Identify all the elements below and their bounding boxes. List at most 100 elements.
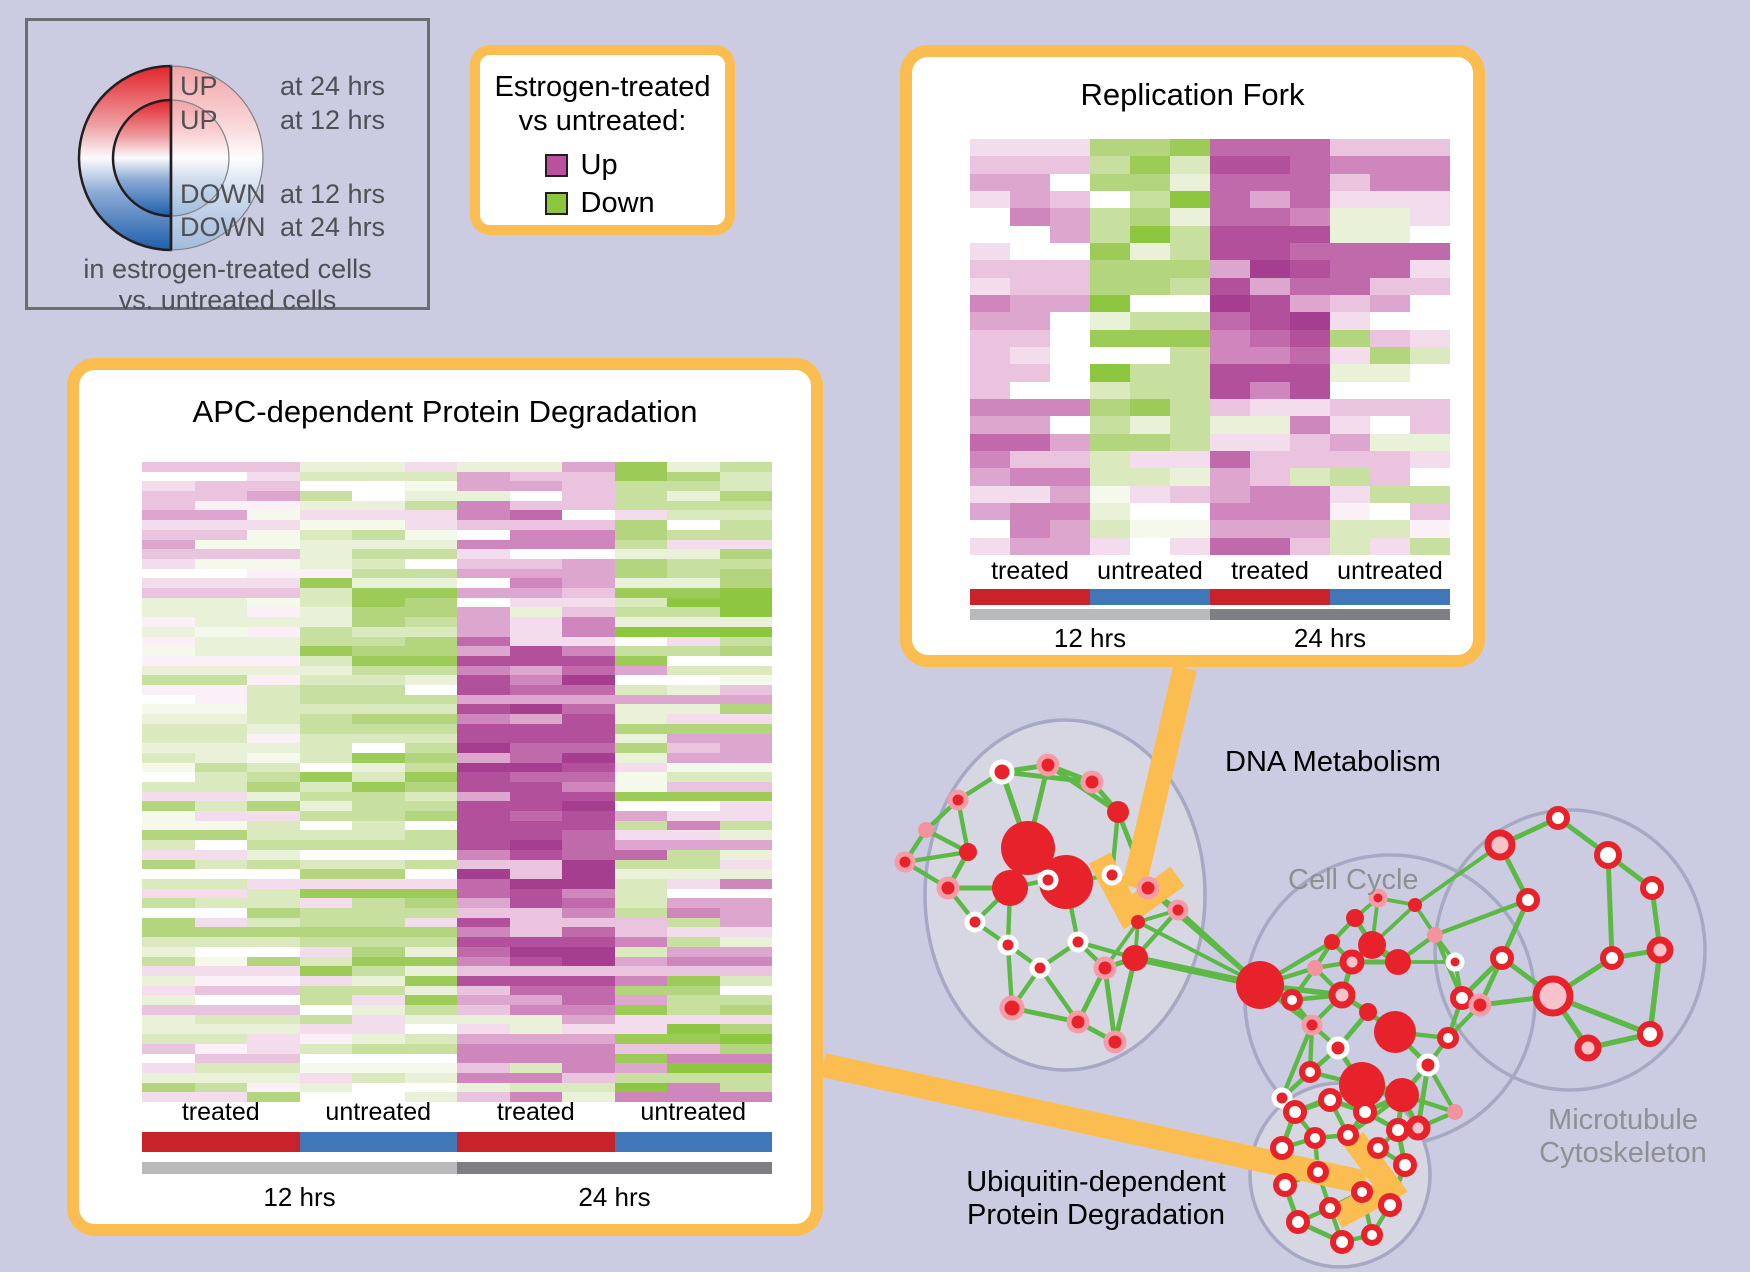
heatmap-cell xyxy=(1250,537,1290,555)
heatmap-cell xyxy=(1370,243,1410,261)
heatmap-cell xyxy=(194,849,247,860)
heatmap-cell xyxy=(352,1072,405,1083)
heatmap-cell xyxy=(1290,416,1330,434)
heatmap-cell xyxy=(1130,347,1170,365)
heatmap-cell xyxy=(1090,329,1130,347)
heatmap-cell xyxy=(247,927,300,938)
heatmap-cell xyxy=(194,975,247,986)
heatmap-cell xyxy=(352,733,405,744)
heatmap-cell xyxy=(719,597,772,608)
network-node xyxy=(1393,1153,1417,1177)
heatmap-cell xyxy=(1250,295,1290,313)
heatmap-cell xyxy=(509,1014,562,1025)
heatmap-cell xyxy=(194,898,247,909)
network-node xyxy=(1353,1100,1377,1124)
heatmap-cell xyxy=(142,772,195,782)
heatmap-cell xyxy=(194,1053,247,1064)
heatmap-cell xyxy=(509,956,562,967)
heatmap-cell xyxy=(404,782,457,792)
heatmap-cell xyxy=(142,607,195,618)
heatmap-cell xyxy=(142,529,195,540)
heatmap-cell xyxy=(457,917,510,928)
network-node xyxy=(1346,909,1364,927)
heatmap-cell xyxy=(1210,503,1250,521)
heatmap-cell xyxy=(247,956,300,967)
heatmap-cell xyxy=(1090,381,1130,399)
heatmap-cell xyxy=(352,704,405,715)
heatmap-cell xyxy=(1130,208,1170,226)
heatmap-cell xyxy=(1210,295,1250,313)
network-node xyxy=(1339,1062,1385,1108)
heatmap-cell xyxy=(247,617,300,627)
heatmap-cell xyxy=(719,607,772,618)
heatmap-cell xyxy=(1370,277,1410,295)
heatmap-cell xyxy=(1250,503,1290,521)
heatmap-cell xyxy=(667,966,720,976)
heatmap-cell xyxy=(194,597,247,608)
heatmap-cell xyxy=(1010,433,1050,451)
heatmap-cell xyxy=(970,416,1010,434)
heatmap-cell xyxy=(509,859,562,870)
heatmap-cell xyxy=(404,917,457,928)
heatmap-cell xyxy=(719,878,772,889)
heatmap-cell xyxy=(562,607,615,618)
heatmap-cell xyxy=(404,937,457,947)
heatmap-cell xyxy=(404,607,457,618)
heatmap-cell xyxy=(562,597,615,608)
heatmap-cell xyxy=(509,927,562,938)
heatmap-cell xyxy=(299,646,352,656)
heatmap-cell xyxy=(1250,329,1290,347)
heatmap-cell xyxy=(1210,347,1250,365)
heatmap-cell xyxy=(142,723,195,734)
heatmap-cell xyxy=(457,607,510,618)
heatmap-cell xyxy=(1370,295,1410,313)
heatmap-cell xyxy=(509,685,562,695)
heatmap-cell xyxy=(457,956,510,967)
heatmap-cell xyxy=(299,685,352,695)
heatmap-cell xyxy=(1170,208,1210,226)
network-node xyxy=(1386,1118,1410,1142)
heatmap-cell xyxy=(142,646,195,656)
heatmap-cell xyxy=(562,549,615,559)
network-node xyxy=(1640,876,1664,900)
heatmap-cell xyxy=(614,578,667,589)
heatmap-cell xyxy=(1090,468,1130,486)
heatmap-cell xyxy=(1330,139,1370,157)
heatmap-cell xyxy=(457,869,510,879)
heatmap-cell xyxy=(457,685,510,695)
heatmap-cell xyxy=(667,539,720,550)
heatmap-cell xyxy=(404,898,457,909)
heatmap-cell xyxy=(667,791,720,802)
heatmap-cell xyxy=(194,1072,247,1083)
heatmap-cell xyxy=(719,685,772,695)
untreated-bar xyxy=(299,1132,457,1152)
heatmap-cell xyxy=(457,1005,510,1015)
heatmap-cell xyxy=(142,539,195,550)
heatmap-cell xyxy=(562,801,615,812)
heatmap-cell xyxy=(142,1092,195,1102)
heatmap-cell xyxy=(247,626,300,637)
heatmap-cell xyxy=(142,791,195,802)
heatmap-cell xyxy=(667,1072,720,1083)
heatmap-cell xyxy=(299,946,352,957)
heatmap-cell xyxy=(614,752,667,763)
heatmap-cell xyxy=(667,937,720,947)
heatmap-cell xyxy=(299,811,352,821)
heatmap-cell xyxy=(1330,208,1370,226)
heatmap-cell xyxy=(1290,243,1330,261)
heatmap-cell xyxy=(614,471,667,482)
network-node xyxy=(1093,956,1117,980)
heatmap-cell xyxy=(1050,225,1090,243)
heatmap-cell xyxy=(1010,260,1050,278)
heatmap-cell xyxy=(404,840,457,850)
heatmap-cell xyxy=(614,1072,667,1083)
heatmap-cell xyxy=(667,859,720,870)
heatmap-cell xyxy=(352,685,405,695)
heatmap-cell xyxy=(299,975,352,986)
heatmap-cell xyxy=(299,1024,352,1035)
heatmap-cell xyxy=(719,908,772,918)
heatmap-cell xyxy=(142,1082,195,1093)
network-node xyxy=(1318,1088,1342,1112)
heatmap-cell xyxy=(1410,156,1450,174)
heatmap-cell xyxy=(1210,399,1250,417)
